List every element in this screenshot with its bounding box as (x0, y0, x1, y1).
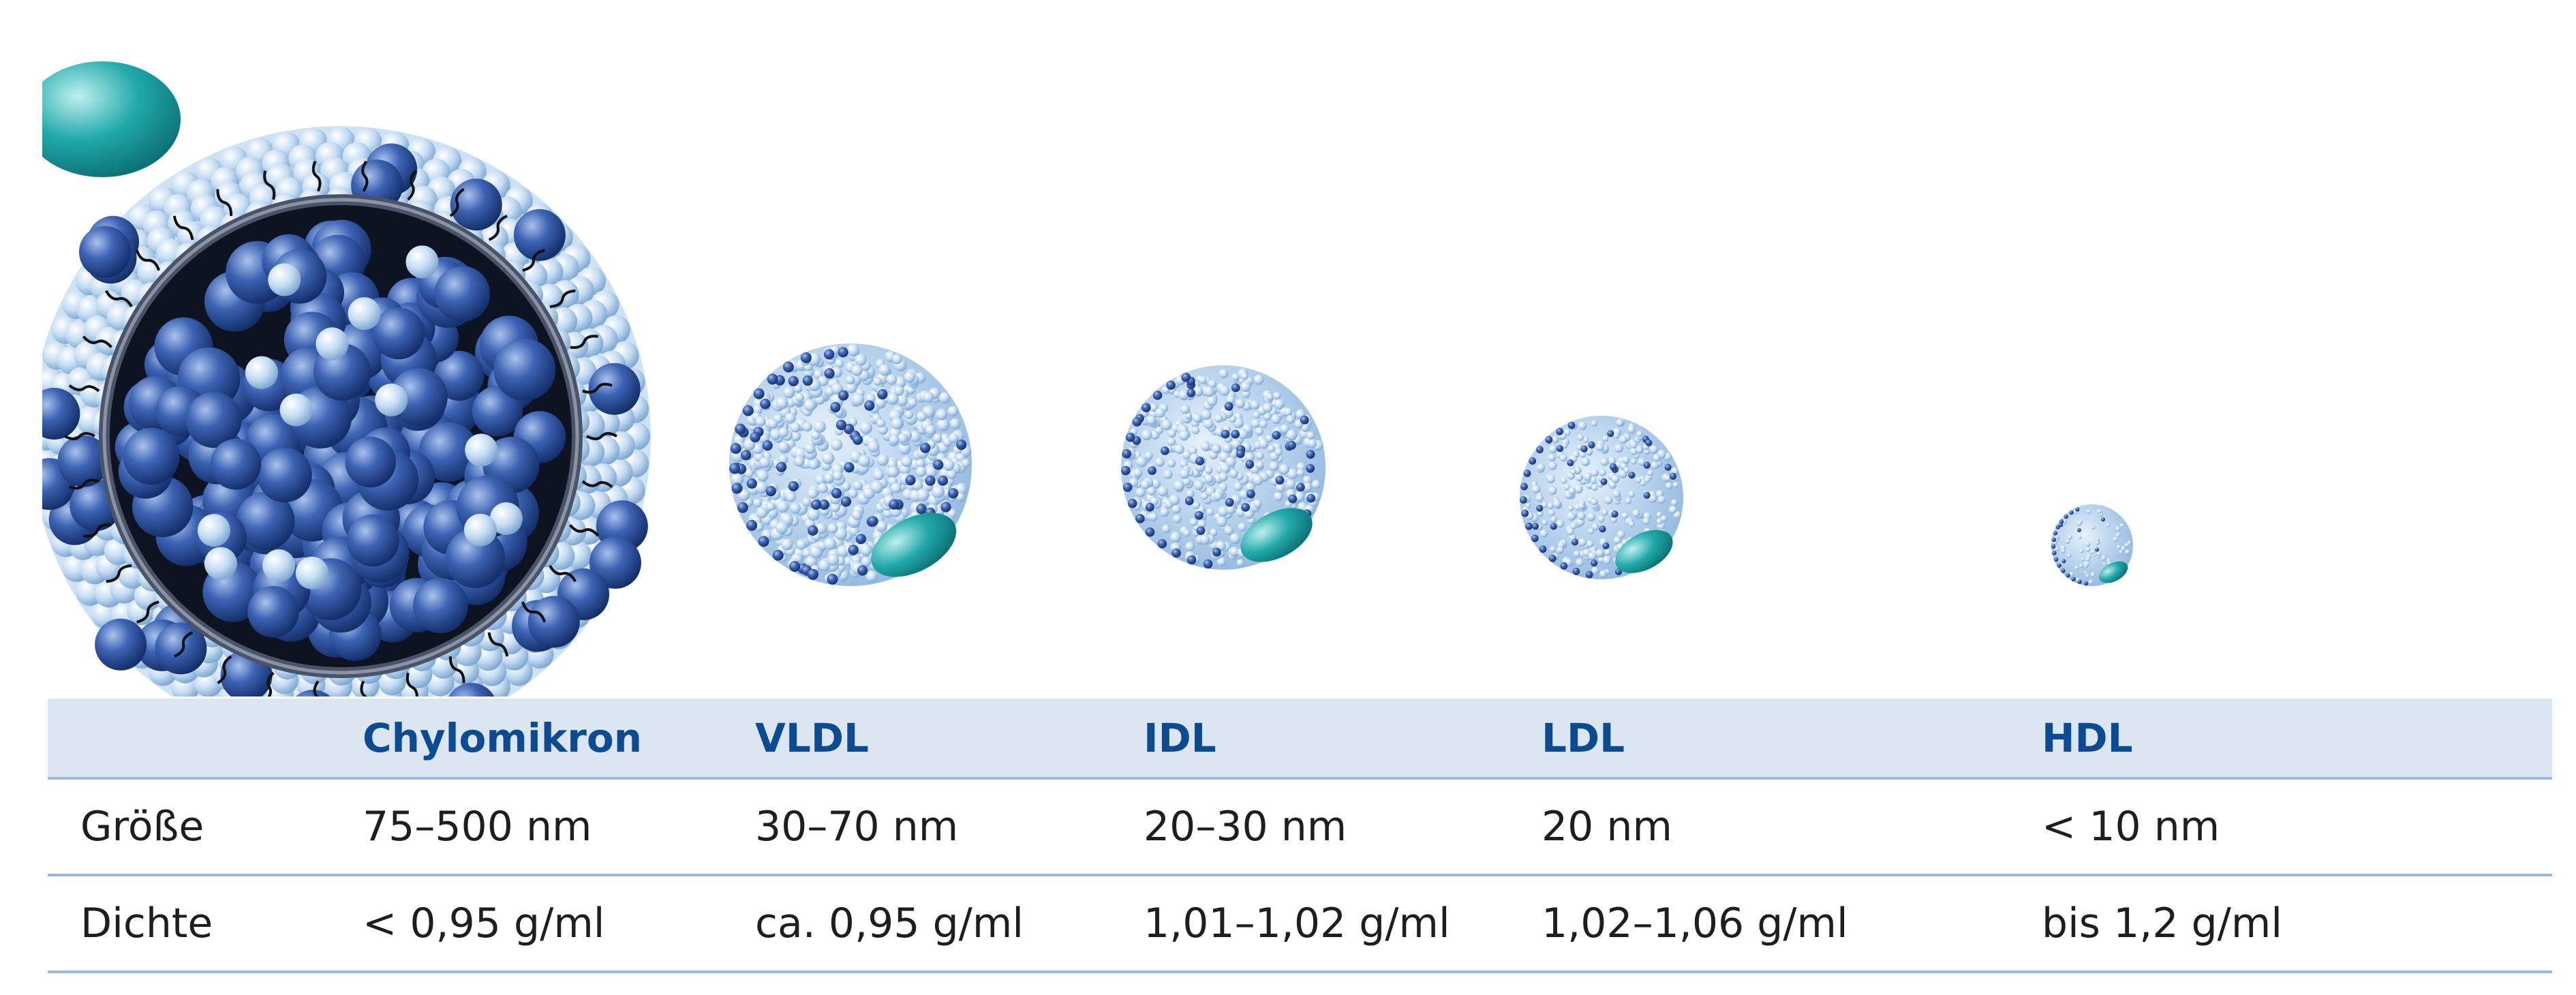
size-ldl: 20 nm (1542, 803, 1672, 851)
density-vldl: ca. 0,95 g/ml (755, 900, 1024, 947)
hdl-particle (2051, 504, 2133, 586)
size-vldl: 30–70 nm (755, 803, 959, 851)
idl-particle (1121, 365, 1325, 570)
column-header-idl: IDL (1144, 714, 1216, 761)
row-label-density: Dichte (80, 900, 213, 947)
size-idl: 20–30 nm (1144, 803, 1347, 851)
density-ldl: 1,02–1,06 g/ml (1542, 900, 1848, 947)
ldl-particle (1520, 416, 1683, 579)
chylomicron-particle (42, 61, 651, 696)
size-hdl: < 10 nm (2042, 803, 2220, 851)
row-label-size: Größe (80, 803, 204, 851)
vldl-particle (729, 343, 972, 586)
table-row-size: Größe 75–500 nm 30–70 nm 20–30 nm 20 nm … (48, 780, 2552, 876)
column-header-hdl: HDL (2042, 714, 2133, 761)
table-row-density: Dichte < 0,95 g/ml ca. 0,95 g/ml 1,01–1,… (48, 876, 2552, 973)
column-header-ldl: LDL (1542, 714, 1625, 761)
table-header-row: Chylomikron VLDL IDL LDL HDL (48, 699, 2552, 780)
density-chylomikron: < 0,95 g/ml (363, 900, 605, 947)
density-hdl: bis 1,2 g/ml (2042, 900, 2282, 947)
size-chylomikron: 75–500 nm (363, 803, 592, 851)
density-idl: 1,01–1,02 g/ml (1144, 900, 1450, 947)
column-header-chylomikron: Chylomikron (363, 714, 643, 761)
column-header-vldl: VLDL (755, 714, 869, 761)
